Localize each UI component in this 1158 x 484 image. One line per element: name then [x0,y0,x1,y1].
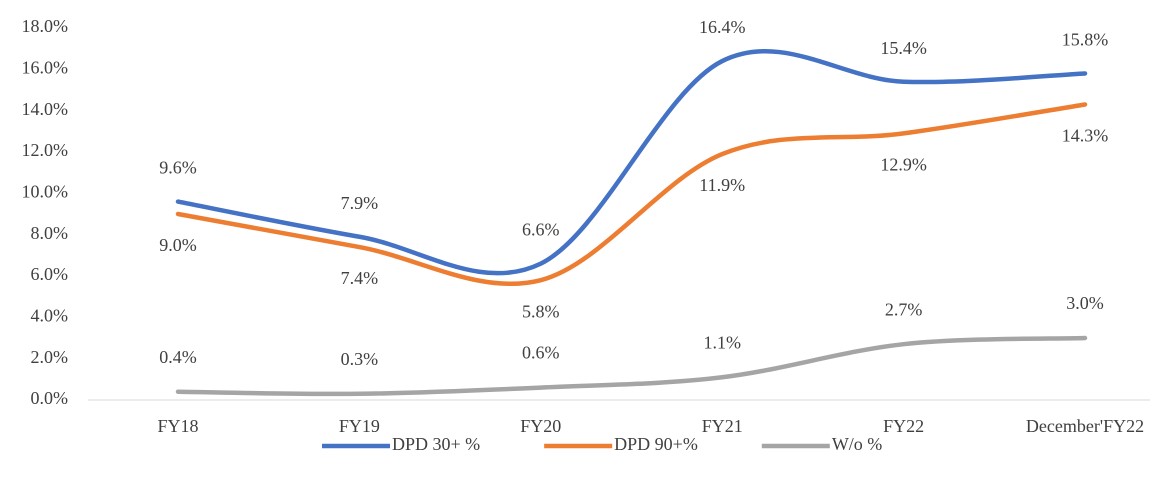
data-label: 16.4% [699,17,746,37]
legend-label: W/o % [832,434,882,454]
x-tick-label: FY18 [157,416,198,436]
data-label: 15.8% [1062,30,1109,50]
data-label: 12.9% [880,155,927,175]
data-label: 0.4% [159,347,197,367]
y-tick-label: 10.0% [22,181,69,201]
data-label: 14.3% [1062,126,1109,146]
data-label: 3.0% [1066,293,1104,313]
series-line [175,335,1088,397]
y-tick-label: 4.0% [31,305,69,325]
series-line [175,49,1088,276]
y-tick-label: 8.0% [31,223,69,243]
y-tick-label: 16.0% [22,57,69,77]
data-label: 0.3% [341,349,379,369]
data-label: 7.4% [341,268,379,288]
data-label: 6.6% [522,220,560,240]
legend-label: DPD 30+ % [392,434,480,454]
series-line [175,102,1088,287]
data-label: 1.1% [703,332,741,352]
x-tick-label: FY19 [339,416,380,436]
legend-label: DPD 90+% [614,434,698,454]
y-tick-label: 6.0% [31,264,69,284]
x-tick-label: FY21 [702,416,743,436]
data-label: 15.4% [880,38,927,58]
data-label: 11.9% [699,175,745,195]
x-tick-label: December'FY22 [1026,416,1144,436]
data-label: 7.9% [341,193,379,213]
x-tick-label: FY22 [883,416,924,436]
data-label: 9.0% [159,235,197,255]
y-tick-label: 18.0% [22,16,69,36]
data-label: 2.7% [885,299,923,319]
data-label: 0.6% [522,343,560,363]
data-label: 5.8% [522,301,560,321]
x-tick-label: FY20 [520,416,561,436]
y-tick-label: 12.0% [22,140,69,160]
y-tick-label: 2.0% [31,347,69,367]
y-tick-label: 14.0% [22,99,69,119]
y-tick-label: 0.0% [31,388,69,408]
data-label: 9.6% [159,158,197,178]
